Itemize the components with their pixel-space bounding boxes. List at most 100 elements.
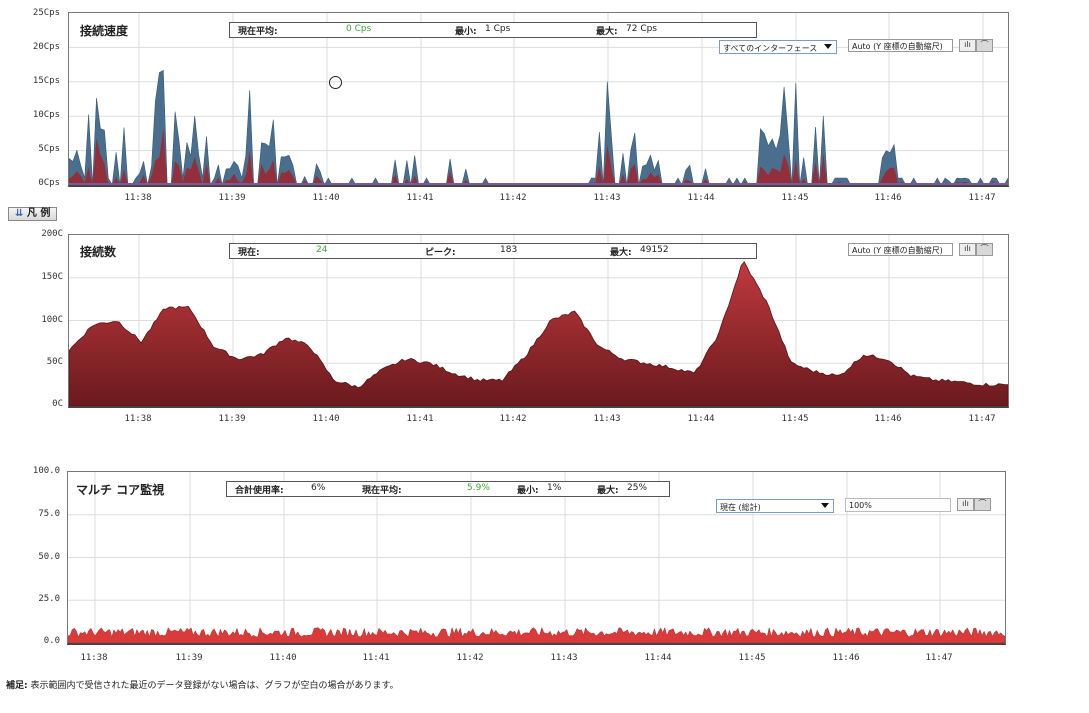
x-tick: 11:41: [406, 414, 434, 424]
footnote: 補足: 表示範囲内で受信された最近のデータ登録がない場合は、グラフが空白の場合が…: [6, 678, 399, 691]
y-tick: 100.0: [32, 466, 60, 476]
total-usage-value: 6%: [311, 483, 326, 493]
min-label: 最小:: [455, 27, 477, 37]
max-label: 最大:: [596, 27, 618, 37]
speed-series-area: [69, 69, 1008, 185]
x-tick: 11:39: [218, 414, 246, 424]
y-tick: 0C: [52, 399, 63, 409]
dropdown-arrow-icon: [824, 44, 832, 49]
current-value: 24: [316, 245, 328, 255]
connections-chart-title: 接続数: [80, 245, 117, 259]
x-tick: 11:47: [925, 653, 953, 663]
bar-chart-icon[interactable]: ılı: [959, 39, 976, 52]
y-tick: 20Cps: [32, 42, 60, 52]
connections-stats-box: 現在: 24 ピーク: 183 最大: 49152: [229, 243, 757, 259]
x-tick: 11:43: [593, 193, 621, 203]
x-tick: 11:40: [312, 414, 340, 424]
max-value: 49152: [640, 245, 669, 255]
line-chart-icon[interactable]: ⌒: [974, 498, 991, 511]
connections-plot-area: [68, 234, 1009, 408]
y-tick: 5Cps: [38, 144, 60, 154]
x-tick: 11:40: [312, 193, 340, 203]
chart-type-toggle: ılı ⌒: [959, 243, 993, 256]
speed-chart-title: 接続速度: [80, 24, 129, 38]
x-tick: 11:42: [499, 414, 527, 424]
x-tick: 11:44: [687, 193, 715, 203]
y-tick: 150C: [41, 272, 63, 282]
y-tick: 0.0: [43, 636, 60, 646]
x-tick: 11:46: [874, 193, 902, 203]
x-tick: 11:39: [175, 653, 203, 663]
min-value: 1%: [547, 483, 562, 493]
x-tick: 11:38: [124, 414, 152, 424]
x-tick: 11:45: [738, 653, 766, 663]
max-value: 72 Cps: [626, 24, 657, 34]
x-tick: 11:38: [80, 653, 108, 663]
max-label: 最大:: [610, 248, 632, 258]
y-tick: 15Cps: [32, 76, 60, 86]
bar-chart-icon[interactable]: ılı: [959, 243, 976, 256]
scale-input[interactable]: 100%: [845, 498, 951, 512]
avg-label: 現在平均:: [362, 486, 402, 496]
cpu-mode-select-value: 現在 (総計): [720, 503, 761, 512]
max-label: 最大:: [597, 486, 619, 496]
footnote-text: 表示範囲内で受信された最近のデータ登録がない場合は、グラフが空白の場合があります…: [30, 681, 399, 691]
peak-value: 183: [500, 245, 518, 255]
cpu-series-area: [68, 626, 1005, 643]
bar-chart-icon[interactable]: ılı: [957, 498, 974, 511]
y-tick: 50.0: [38, 552, 60, 562]
auto-scale-toggle[interactable]: Auto (Y 座標の自動縮尺): [848, 243, 953, 256]
x-tick: 11:47: [968, 193, 996, 203]
y-tick: 25Cps: [32, 8, 60, 18]
chart-type-toggle: ılı ⌒: [957, 498, 991, 511]
footnote-label: 補足:: [6, 681, 28, 691]
cpu-stats-box: 合計使用率: 6% 現在平均: 5.9% 最小: 1% 最大: 25%: [226, 481, 670, 497]
line-chart-icon[interactable]: ⌒: [976, 243, 993, 256]
x-tick: 11:41: [362, 653, 390, 663]
y-tick: 0Cps: [38, 178, 60, 188]
cpu-chart-title: マルチ コア監視: [76, 483, 165, 497]
y-tick: 50C: [46, 357, 63, 367]
y-tick: 100C: [41, 315, 63, 325]
avg-label: 現在平均:: [238, 27, 278, 37]
avg-value: 5.9%: [467, 483, 490, 493]
avg-value: 0 Cps: [346, 24, 372, 34]
x-tick: 11:42: [499, 193, 527, 203]
y-tick: 75.0: [38, 509, 60, 519]
x-tick: 11:43: [593, 414, 621, 424]
min-label: 最小:: [517, 486, 539, 496]
total-usage-label: 合計使用率:: [235, 486, 284, 496]
legend-button[interactable]: ⇊ 凡 例: [8, 207, 58, 221]
x-tick: 11:39: [218, 193, 246, 203]
legend-button-label: 凡 例: [26, 208, 51, 219]
x-tick: 11:44: [644, 653, 672, 663]
x-tick: 11:45: [781, 414, 809, 424]
speed-series-red-area: [69, 127, 1008, 185]
dropdown-arrow-icon: [821, 503, 829, 508]
x-tick: 11:45: [781, 193, 809, 203]
double-chevron-down-icon: ⇊: [15, 208, 24, 219]
y-tick: 200C: [41, 229, 63, 239]
min-value: 1 Cps: [485, 24, 511, 34]
connections-series-area: [69, 261, 1008, 406]
max-value: 25%: [627, 483, 648, 493]
y-tick: 25.0: [38, 594, 60, 604]
x-tick: 11:43: [550, 653, 578, 663]
x-tick: 11:42: [456, 653, 484, 663]
peak-label: ピーク:: [425, 248, 456, 258]
interface-select-value: すべてのインターフェース: [723, 44, 818, 53]
cpu-mode-select[interactable]: 現在 (総計): [716, 499, 834, 513]
current-label: 現在:: [238, 248, 260, 258]
auto-scale-toggle[interactable]: Auto (Y 座標の自動縮尺): [848, 39, 953, 52]
mouse-cursor-circle: [329, 76, 342, 89]
x-tick: 11:41: [406, 193, 434, 203]
y-tick: 10Cps: [32, 110, 60, 120]
x-tick: 11:40: [269, 653, 297, 663]
x-tick: 11:46: [832, 653, 860, 663]
line-chart-icon[interactable]: ⌒: [976, 39, 993, 52]
chart-type-toggle: ılı ⌒: [959, 39, 993, 52]
x-tick: 11:46: [874, 414, 902, 424]
x-tick: 11:44: [687, 414, 715, 424]
interface-select[interactable]: すべてのインターフェース: [719, 40, 837, 54]
x-tick: 11:38: [124, 193, 152, 203]
